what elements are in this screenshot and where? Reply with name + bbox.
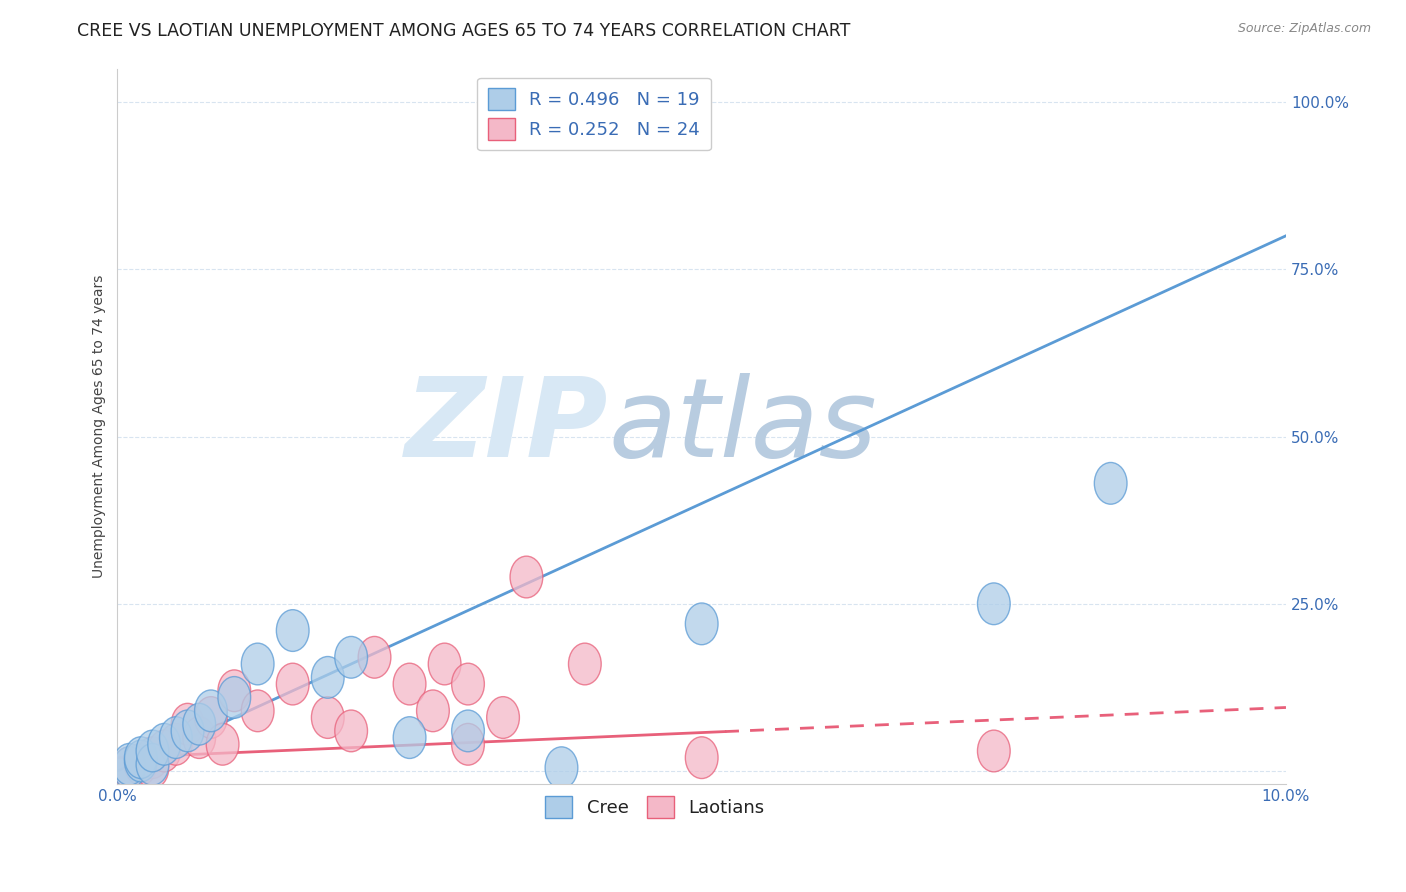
Ellipse shape <box>557 101 589 143</box>
Ellipse shape <box>242 690 274 731</box>
Ellipse shape <box>1094 462 1128 504</box>
Text: Source: ZipAtlas.com: Source: ZipAtlas.com <box>1237 22 1371 36</box>
Ellipse shape <box>311 657 344 698</box>
Ellipse shape <box>335 636 367 678</box>
Ellipse shape <box>335 710 367 752</box>
Ellipse shape <box>451 710 484 752</box>
Ellipse shape <box>194 690 228 731</box>
Ellipse shape <box>546 101 578 143</box>
Ellipse shape <box>416 690 450 731</box>
Ellipse shape <box>568 643 602 685</box>
Ellipse shape <box>112 747 145 789</box>
Ellipse shape <box>546 747 578 789</box>
Legend: Cree, Laotians: Cree, Laotians <box>538 789 772 825</box>
Ellipse shape <box>486 697 519 739</box>
Ellipse shape <box>394 663 426 705</box>
Ellipse shape <box>977 582 1010 624</box>
Text: #d8e8f5: #d8e8f5 <box>699 426 704 427</box>
Ellipse shape <box>136 737 169 779</box>
Ellipse shape <box>685 603 718 645</box>
Ellipse shape <box>172 704 204 745</box>
Ellipse shape <box>159 717 193 758</box>
Ellipse shape <box>148 723 180 765</box>
Ellipse shape <box>451 663 484 705</box>
Ellipse shape <box>207 723 239 765</box>
Ellipse shape <box>194 697 228 739</box>
Ellipse shape <box>277 609 309 651</box>
Ellipse shape <box>125 737 157 779</box>
Ellipse shape <box>183 704 215 745</box>
Text: atlas: atlas <box>609 373 877 480</box>
Ellipse shape <box>277 663 309 705</box>
Ellipse shape <box>218 670 250 712</box>
Ellipse shape <box>685 737 718 779</box>
Ellipse shape <box>148 731 180 772</box>
Ellipse shape <box>159 723 193 765</box>
Ellipse shape <box>112 747 145 789</box>
Ellipse shape <box>136 747 169 789</box>
Ellipse shape <box>451 723 484 765</box>
Ellipse shape <box>429 643 461 685</box>
Ellipse shape <box>183 717 215 758</box>
Ellipse shape <box>311 697 344 739</box>
Ellipse shape <box>218 676 250 718</box>
Ellipse shape <box>977 731 1010 772</box>
Ellipse shape <box>136 731 169 772</box>
Ellipse shape <box>172 710 204 752</box>
Ellipse shape <box>112 744 145 785</box>
Ellipse shape <box>125 740 157 782</box>
Ellipse shape <box>125 744 157 785</box>
Text: ZIP: ZIP <box>405 373 609 480</box>
Text: CREE VS LAOTIAN UNEMPLOYMENT AMONG AGES 65 TO 74 YEARS CORRELATION CHART: CREE VS LAOTIAN UNEMPLOYMENT AMONG AGES … <box>77 22 851 40</box>
Y-axis label: Unemployment Among Ages 65 to 74 years: Unemployment Among Ages 65 to 74 years <box>93 275 107 578</box>
Ellipse shape <box>510 556 543 598</box>
Ellipse shape <box>136 744 169 785</box>
Ellipse shape <box>359 636 391 678</box>
Ellipse shape <box>394 717 426 758</box>
Ellipse shape <box>242 643 274 685</box>
